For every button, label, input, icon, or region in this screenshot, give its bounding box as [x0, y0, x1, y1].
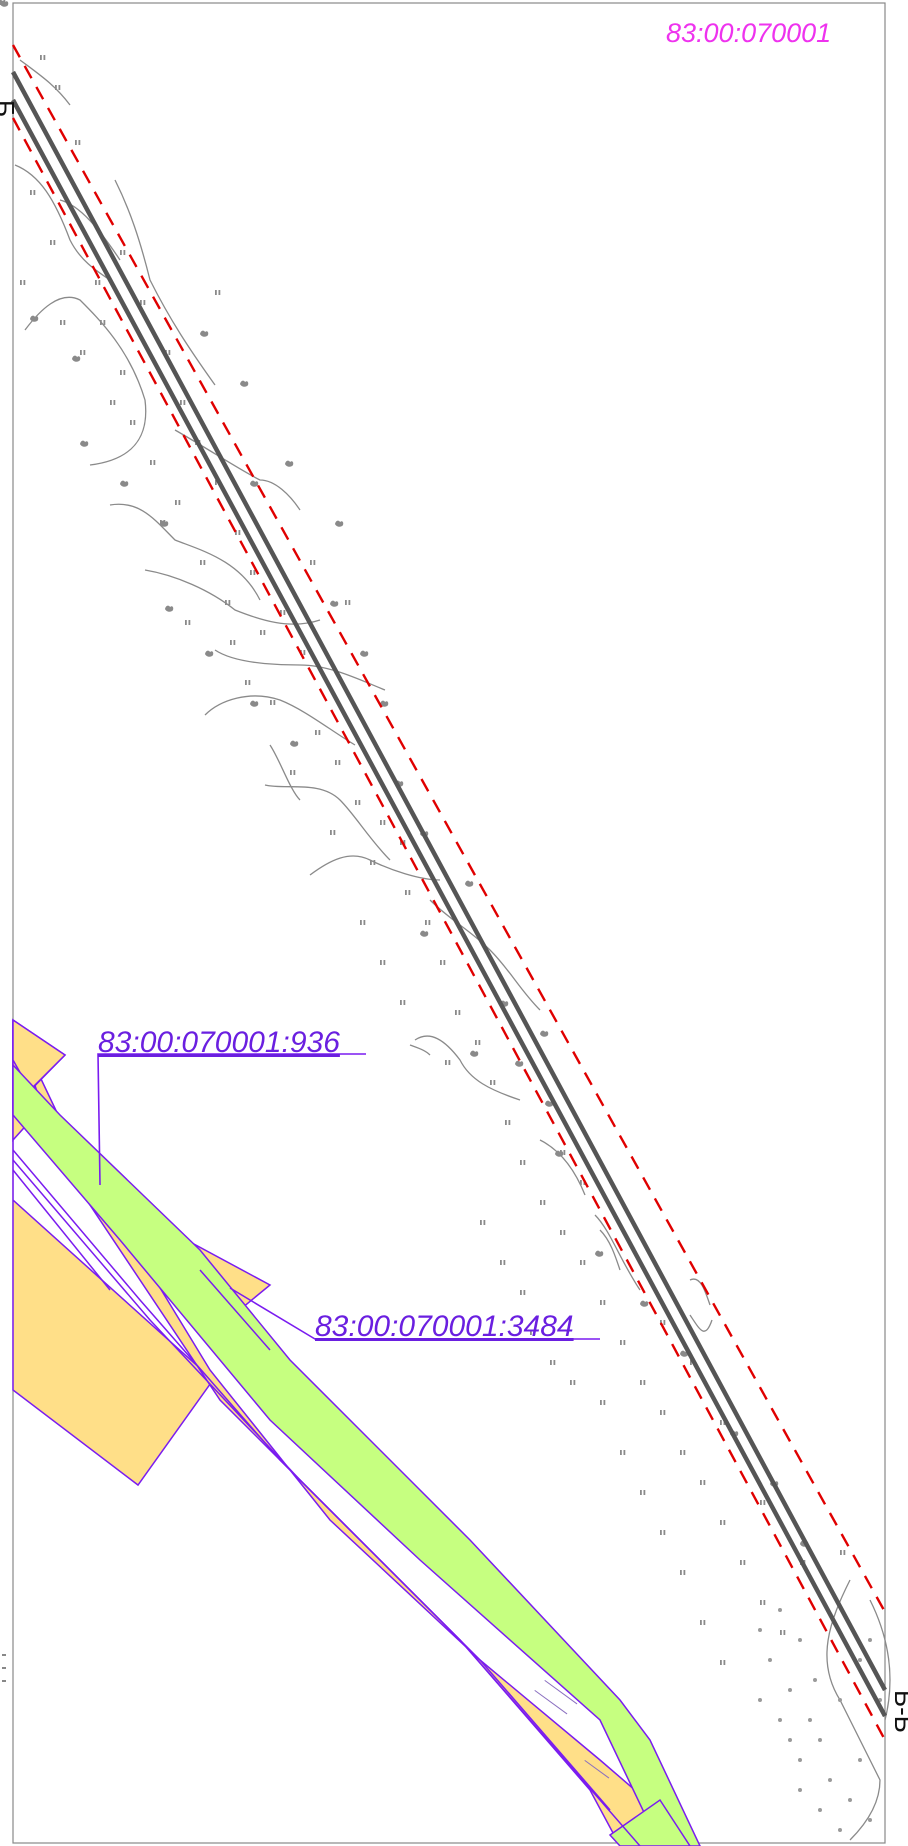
parcel-3484-label[interactable]: 83:00:070001:3484 — [315, 1310, 574, 1343]
parcel-3484-polygon[interactable] — [12, 1019, 702, 1846]
parcel-936-label[interactable]: 83:00:070001:936 — [98, 1026, 340, 1059]
sheet-frame — [12, 2, 886, 1844]
label-leaders — [97, 1053, 600, 1340]
grass-dots — [758, 1608, 882, 1832]
road-inscriptions — [534, 1680, 610, 1779]
quarter-label: 83:00:070001 — [666, 18, 831, 48]
section-label-end: Б-Б — [889, 1690, 908, 1733]
frame-ticks — [2, 1654, 6, 1682]
section-label-start: Б — [0, 100, 20, 117]
protection-zone — [11, 44, 887, 1741]
shrub-symbols — [0, 0, 809, 1547]
parcels — [12, 1018, 702, 1846]
pipeline — [11, 70, 887, 1718]
parcel-936-polygon[interactable] — [12, 1063, 701, 1846]
